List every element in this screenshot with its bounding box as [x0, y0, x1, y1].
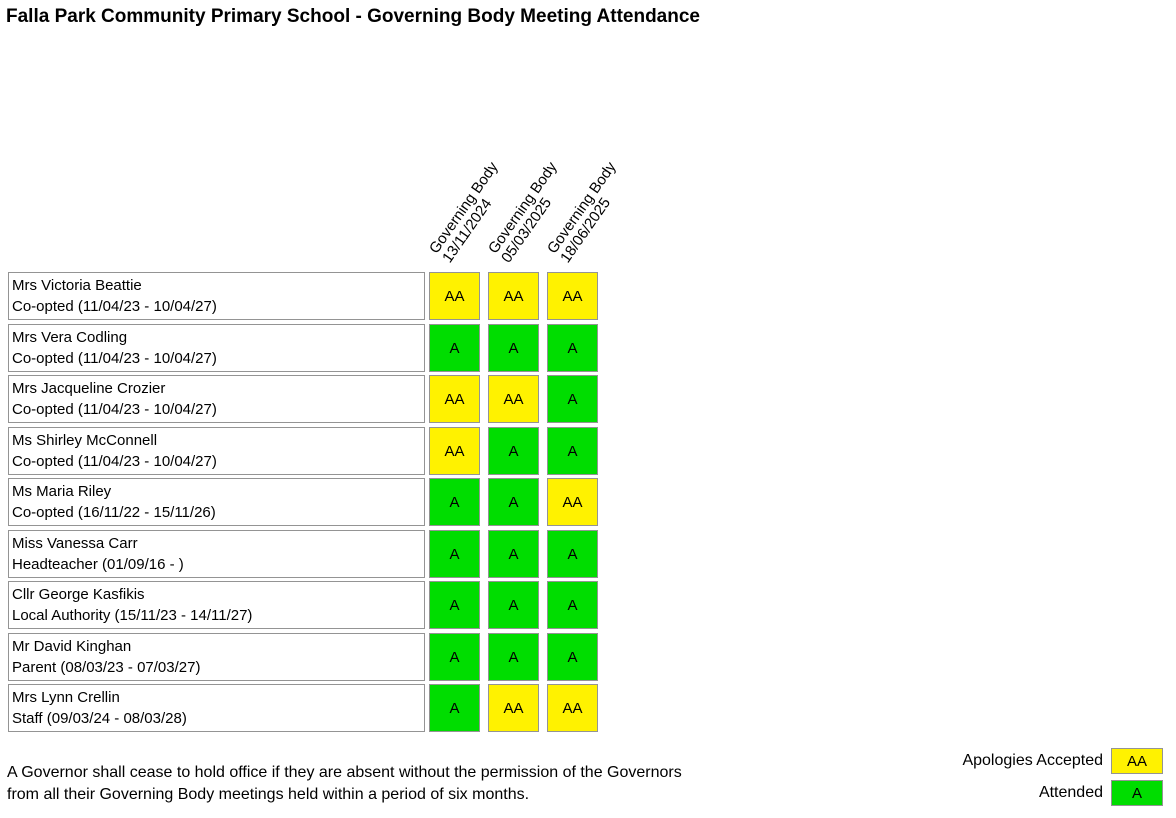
attendance-cell: A	[547, 530, 598, 578]
attendance-cell: A	[429, 530, 480, 578]
governor-role: Co-opted (11/04/23 - 10/04/27)	[12, 453, 217, 470]
attendance-cell: A	[429, 684, 480, 732]
page-title: Falla Park Community Primary School - Go…	[6, 6, 700, 27]
governor-name-cell: Mr David Kinghan Parent (08/03/23 - 07/03…	[8, 633, 425, 681]
legend: Apologies Accepted AA Attended A	[962, 748, 1163, 812]
governor-name: Mrs Vera Codling	[12, 329, 128, 346]
attendance-cell: AA	[429, 272, 480, 320]
governor-row: Ms Shirley McConnell Co-opted (11/04/23 -…	[0, 427, 1176, 475]
attendance-cell: A	[547, 581, 598, 629]
governor-name-cell: Mrs Victoria Beattie Co-opted (11/04/23 -…	[8, 272, 425, 320]
governor-row: Mrs Victoria Beattie Co-opted (11/04/23 -…	[0, 272, 1176, 320]
attendance-cell: A	[547, 427, 598, 475]
attendance-cell: A	[429, 633, 480, 681]
attendance-cell: A	[429, 324, 480, 372]
footer-line: from all their Governing Body meetings h…	[7, 786, 530, 803]
governor-name: Ms Shirley McConnell	[12, 432, 158, 449]
attendance-cell: AA	[547, 478, 598, 526]
governor-name-cell: Mrs Jacqueline Crozier Co-opted (11/04/23…	[8, 375, 425, 423]
governor-role: Staff (09/03/24 - 08/03/28)	[12, 710, 187, 727]
governor-role: Parent (08/03/23 - 07/03/27)	[12, 659, 201, 676]
attendance-cell: AA	[488, 684, 539, 732]
governor-row: Mr David Kinghan Parent (08/03/23 - 07/03…	[0, 633, 1176, 681]
attendance-cell: A	[488, 530, 539, 578]
governor-role: Local Authority (15/11/23 - 14/11/27)	[12, 607, 253, 624]
attendance-cell: A	[488, 427, 539, 475]
attendance-cell: A	[429, 581, 480, 629]
attendance-cell: A	[488, 324, 539, 372]
attendance-cell: A	[547, 324, 598, 372]
attendance-cell: A	[547, 633, 598, 681]
governor-name-cell: Miss Vanessa Carr Headteacher (01/09/16 -…	[8, 530, 425, 578]
governor-name: Mrs Victoria Beattie	[12, 277, 142, 294]
legend-row-attended: Attended A	[962, 780, 1163, 806]
governor-role: Co-opted (11/04/23 - 10/04/27)	[12, 401, 217, 418]
attendance-cell: AA	[488, 375, 539, 423]
apologies-accepted-swatch: AA	[1111, 748, 1163, 774]
governor-name-cell: Mrs Lynn Crellin Staff (09/03/24 - 08/03/…	[8, 684, 425, 732]
governor-name: Cllr George Kasfikis	[12, 586, 145, 603]
attendance-cell: A	[547, 375, 598, 423]
governor-name: Mr David Kinghan	[12, 638, 132, 655]
attendance-cell: A	[488, 633, 539, 681]
attendance-cell: A	[429, 478, 480, 526]
governor-role: Headteacher (01/09/16 - )	[12, 556, 184, 573]
attendance-cell: A	[488, 581, 539, 629]
governor-row: Mrs Jacqueline Crozier Co-opted (11/04/23…	[0, 375, 1176, 423]
attendance-cell: AA	[547, 272, 598, 320]
governor-row: Mrs Vera Codling Co-opted (11/04/23 - 10/…	[0, 324, 1176, 372]
governor-name: Mrs Lynn Crellin	[12, 689, 120, 706]
governor-name: Miss Vanessa Carr	[12, 535, 138, 552]
governor-row: Miss Vanessa Carr Headteacher (01/09/16 -…	[0, 530, 1176, 578]
legend-label: Apologies Accepted	[962, 752, 1103, 769]
governor-name-cell: Cllr George Kasfikis Local Authority (15/…	[8, 581, 425, 629]
footer-line: A Governor shall cease to hold office if…	[7, 764, 682, 781]
attendance-cell: AA	[429, 375, 480, 423]
governor-row: Cllr George Kasfikis Local Authority (15/…	[0, 581, 1176, 629]
attended-swatch: A	[1111, 780, 1163, 806]
governor-row: Mrs Lynn Crellin Staff (09/03/24 - 08/03/…	[0, 684, 1176, 732]
governor-name-cell: Ms Maria Riley Co-opted (16/11/22 - 15/11…	[8, 478, 425, 526]
attendance-cell: AA	[488, 272, 539, 320]
attendance-cell: A	[488, 478, 539, 526]
governor-role: Co-opted (11/04/23 - 10/04/27)	[12, 298, 217, 315]
governor-name-cell: Ms Shirley McConnell Co-opted (11/04/23 -…	[8, 427, 425, 475]
governor-role: Co-opted (11/04/23 - 10/04/27)	[12, 350, 217, 367]
attendance-cell: AA	[547, 684, 598, 732]
legend-row-apologies-accepted: Apologies Accepted AA	[962, 748, 1163, 774]
governor-name: Ms Maria Riley	[12, 483, 112, 500]
governor-name-cell: Mrs Vera Codling Co-opted (11/04/23 - 10/…	[8, 324, 425, 372]
governor-row: Ms Maria Riley Co-opted (16/11/22 - 15/11…	[0, 478, 1176, 526]
governor-role: Co-opted (16/11/22 - 15/11/26)	[12, 504, 216, 521]
footer-note: A Governor shall cease to hold office if…	[7, 762, 682, 806]
column-headers: Governing Body 13/11/2024 Governing Body 05…	[0, 0, 1176, 266]
legend-label: Attended	[1038, 784, 1103, 801]
attendance-cell: AA	[429, 427, 480, 475]
governor-name: Mrs Jacqueline Crozier	[12, 380, 166, 397]
